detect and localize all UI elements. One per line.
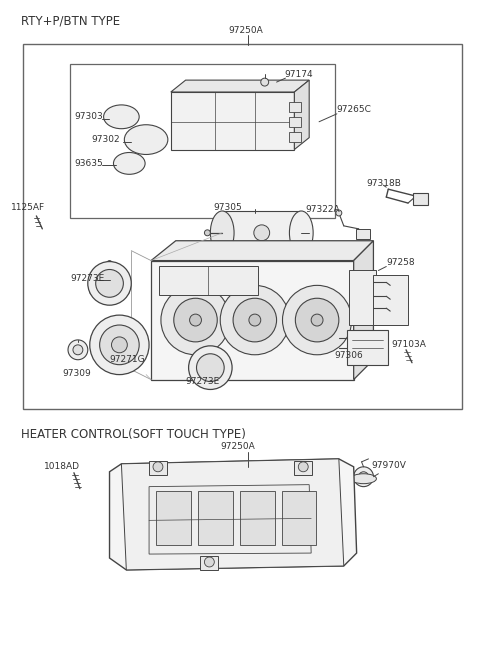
Text: 97250A: 97250A	[220, 443, 255, 451]
Bar	[70, 64, 335, 218]
Text: 97309: 97309	[62, 369, 91, 378]
Ellipse shape	[207, 345, 214, 355]
Polygon shape	[171, 80, 309, 92]
Polygon shape	[109, 459, 357, 570]
Bar	[356, 229, 371, 239]
Text: 97271G: 97271G	[109, 355, 145, 364]
Bar	[347, 330, 388, 365]
Text: HEATER CONTROL(SOFT TOUCH TYPE): HEATER CONTROL(SOFT TOUCH TYPE)	[21, 428, 245, 441]
Text: 97103A: 97103A	[391, 341, 426, 349]
Circle shape	[254, 225, 270, 241]
Circle shape	[161, 286, 230, 355]
Circle shape	[204, 230, 210, 236]
Circle shape	[90, 315, 149, 375]
Circle shape	[174, 298, 217, 342]
Circle shape	[354, 467, 373, 487]
Ellipse shape	[131, 323, 141, 333]
Bar	[149, 461, 167, 475]
Circle shape	[336, 210, 342, 216]
Text: 97250A: 97250A	[228, 26, 263, 35]
Polygon shape	[294, 80, 309, 149]
Ellipse shape	[221, 373, 230, 381]
Ellipse shape	[210, 211, 234, 255]
Bar	[294, 461, 312, 475]
Circle shape	[189, 346, 232, 390]
Text: 97303: 97303	[74, 112, 103, 121]
Polygon shape	[354, 241, 373, 379]
Polygon shape	[151, 261, 354, 379]
Text: 97306: 97306	[334, 351, 363, 360]
Text: 97273E: 97273E	[186, 377, 220, 386]
Text: 97970V: 97970V	[372, 461, 407, 470]
Ellipse shape	[351, 474, 376, 483]
Text: 97273E: 97273E	[70, 274, 104, 283]
Text: 93635: 93635	[74, 159, 103, 168]
Circle shape	[283, 286, 352, 355]
Ellipse shape	[89, 288, 99, 296]
Bar	[289, 117, 301, 126]
Polygon shape	[199, 491, 233, 545]
Polygon shape	[171, 92, 294, 149]
Text: 97258: 97258	[386, 258, 415, 267]
Bar	[222, 211, 301, 255]
Ellipse shape	[124, 124, 168, 155]
Text: 97318B: 97318B	[367, 179, 401, 188]
Polygon shape	[151, 241, 373, 261]
Ellipse shape	[104, 105, 139, 128]
Bar	[23, 45, 462, 409]
Bar	[159, 265, 258, 295]
Circle shape	[88, 261, 131, 305]
Ellipse shape	[131, 356, 141, 367]
Circle shape	[359, 472, 369, 481]
Ellipse shape	[113, 153, 145, 174]
Ellipse shape	[289, 211, 313, 255]
Ellipse shape	[97, 323, 108, 333]
Text: 97322A: 97322A	[305, 204, 340, 214]
Ellipse shape	[191, 373, 200, 381]
Bar	[349, 271, 376, 325]
Circle shape	[100, 325, 139, 365]
Text: 1125AF: 1125AF	[11, 202, 45, 212]
Text: 97302: 97302	[92, 135, 120, 144]
Polygon shape	[121, 459, 344, 570]
Circle shape	[96, 269, 123, 297]
Circle shape	[295, 298, 339, 342]
Circle shape	[298, 462, 308, 472]
Text: 97174: 97174	[285, 69, 313, 79]
Circle shape	[196, 354, 224, 382]
Text: 97305: 97305	[214, 202, 242, 212]
Bar	[289, 132, 301, 141]
Circle shape	[73, 345, 83, 355]
Circle shape	[68, 340, 88, 360]
Ellipse shape	[106, 261, 113, 271]
Circle shape	[311, 314, 323, 326]
Circle shape	[111, 337, 127, 353]
Text: RTY+P/BTN TYPE: RTY+P/BTN TYPE	[21, 14, 120, 27]
Circle shape	[233, 298, 276, 342]
Circle shape	[190, 314, 202, 326]
Circle shape	[153, 462, 163, 472]
Bar	[201, 556, 218, 570]
Polygon shape	[156, 491, 191, 545]
Ellipse shape	[120, 288, 130, 296]
Polygon shape	[281, 491, 316, 545]
Circle shape	[249, 314, 261, 326]
Bar	[373, 276, 408, 325]
Bar	[413, 193, 428, 205]
Polygon shape	[149, 485, 311, 554]
Circle shape	[220, 286, 289, 355]
Ellipse shape	[97, 356, 108, 367]
Polygon shape	[240, 491, 275, 545]
Circle shape	[261, 78, 269, 86]
Text: 1018AD: 1018AD	[44, 462, 80, 472]
Circle shape	[204, 557, 214, 567]
Text: 97265C: 97265C	[337, 105, 372, 115]
Bar	[289, 102, 301, 112]
